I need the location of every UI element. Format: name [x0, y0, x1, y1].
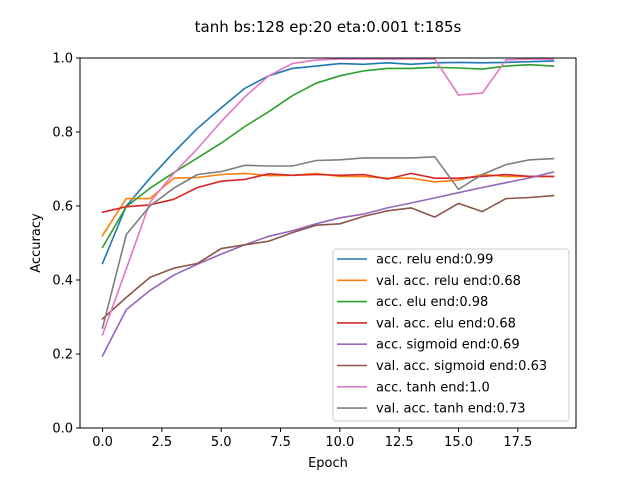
x-axis: 0.0 2.5 5.0 7.5 10.0 12.5 15.0 17.5 [92, 428, 532, 450]
y-tick-label: 0.2 [52, 348, 73, 363]
x-tick-label: 0.0 [92, 435, 113, 450]
series-line-6 [101, 58, 555, 336]
legend-label: val. acc. tanh end:0.73 [376, 402, 526, 417]
series-line-0 [101, 60, 555, 265]
x-tick-label: 10.0 [325, 435, 354, 450]
x-tick-label: 2.5 [152, 435, 173, 450]
y-axis: 0.0 0.2 0.4 0.6 0.8 1.0 [52, 52, 80, 437]
x-tick-label: 7.5 [270, 435, 291, 450]
y-tick-label: 0.6 [52, 200, 73, 215]
x-tick-label: 15.0 [444, 435, 473, 450]
legend-label: acc. relu end:0.99 [376, 253, 493, 268]
series-line-7 [101, 156, 555, 330]
y-tick-label: 0.4 [52, 274, 73, 289]
legend-label: acc. tanh end:1.0 [376, 380, 490, 395]
y-tick-label: 1.0 [52, 52, 73, 67]
legend: acc. relu end:0.99 val. acc. relu end:0.6… [332, 248, 570, 422]
x-tick-label: 12.5 [385, 435, 414, 450]
y-tick-label: 0.8 [52, 126, 73, 141]
series-line-4 [101, 171, 555, 357]
legend-box [332, 248, 570, 422]
legend-label: val. acc. elu end:0.68 [376, 316, 516, 331]
legend-label: acc. elu end:0.98 [376, 295, 488, 310]
x-tick-label: 17.5 [503, 435, 532, 450]
legend-label: acc. sigmoid end:0.69 [376, 338, 520, 353]
legend-label: val. acc. relu end:0.68 [376, 274, 521, 289]
chart-title: tanh bs:128 ep:20 eta:0.001 t:185s [195, 18, 462, 36]
series-line-5 [101, 194, 555, 321]
x-tick-label: 5.0 [211, 435, 232, 450]
plot-frame [79, 57, 577, 429]
plot-lines [101, 58, 555, 357]
x-axis-label: Epoch [308, 456, 348, 471]
y-tick-label: 0.0 [52, 422, 73, 437]
legend-label: val. acc. sigmoid end:0.63 [376, 359, 547, 374]
y-axis-label: Accuracy [29, 213, 44, 273]
